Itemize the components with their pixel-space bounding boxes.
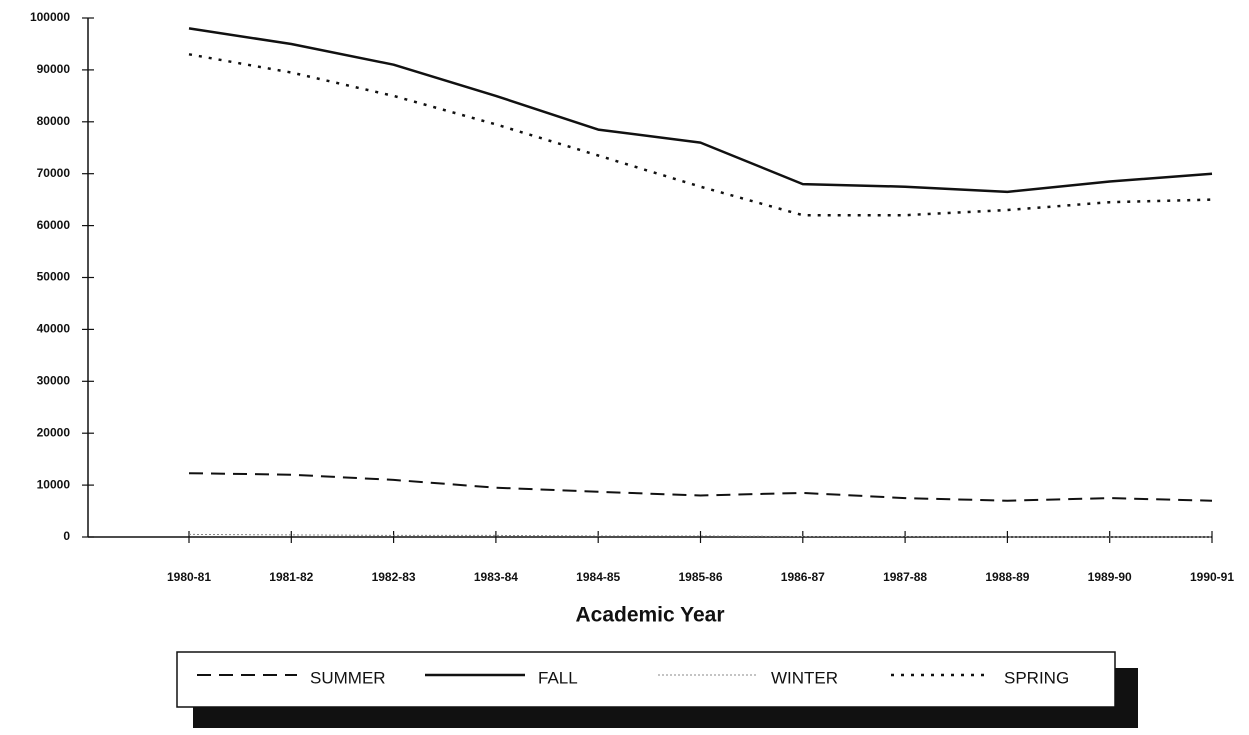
series-line (188, 472, 1213, 502)
x-tick-label: 1990-91 (1190, 570, 1234, 584)
x-tick-label: 1981-82 (269, 570, 313, 584)
y-tick-label: 70000 (37, 166, 71, 180)
x-tick-label: 1984-85 (576, 570, 620, 584)
legend-label: SPRING (1004, 668, 1069, 687)
y-tick-label: 40000 (37, 322, 71, 336)
y-tick-label: 60000 (37, 218, 71, 232)
x-tick-label: 1989-90 (1088, 570, 1132, 584)
series-line (188, 533, 1212, 538)
legend-box (176, 651, 1116, 708)
y-tick-label: 0 (63, 529, 70, 543)
y-tick-label: 30000 (37, 373, 71, 387)
y-tick-label: 10000 (37, 477, 71, 491)
y-tick-label: 20000 (37, 425, 71, 439)
x-tick-label: 1982-83 (372, 570, 416, 584)
x-tick-label: 1987-88 (883, 570, 927, 584)
legend-label: FALL (538, 668, 578, 687)
x-tick-label: 1988-89 (985, 570, 1029, 584)
legend-label: SUMMER (310, 668, 386, 687)
y-tick-label: 80000 (37, 114, 71, 128)
y-tick-label: 100000 (30, 10, 70, 24)
x-tick-label: 1980-81 (167, 570, 211, 584)
series-line (188, 27, 1213, 194)
y-tick-label: 90000 (37, 62, 71, 76)
x-axis-label: Academic Year (575, 604, 724, 627)
legend-label: WINTER (771, 668, 838, 687)
x-tick-label: 1986-87 (781, 570, 825, 584)
x-tick-label: 1983-84 (474, 570, 518, 584)
series-line (188, 53, 1213, 217)
x-tick-label: 1985-86 (678, 570, 722, 584)
y-tick-label: 50000 (37, 270, 71, 284)
